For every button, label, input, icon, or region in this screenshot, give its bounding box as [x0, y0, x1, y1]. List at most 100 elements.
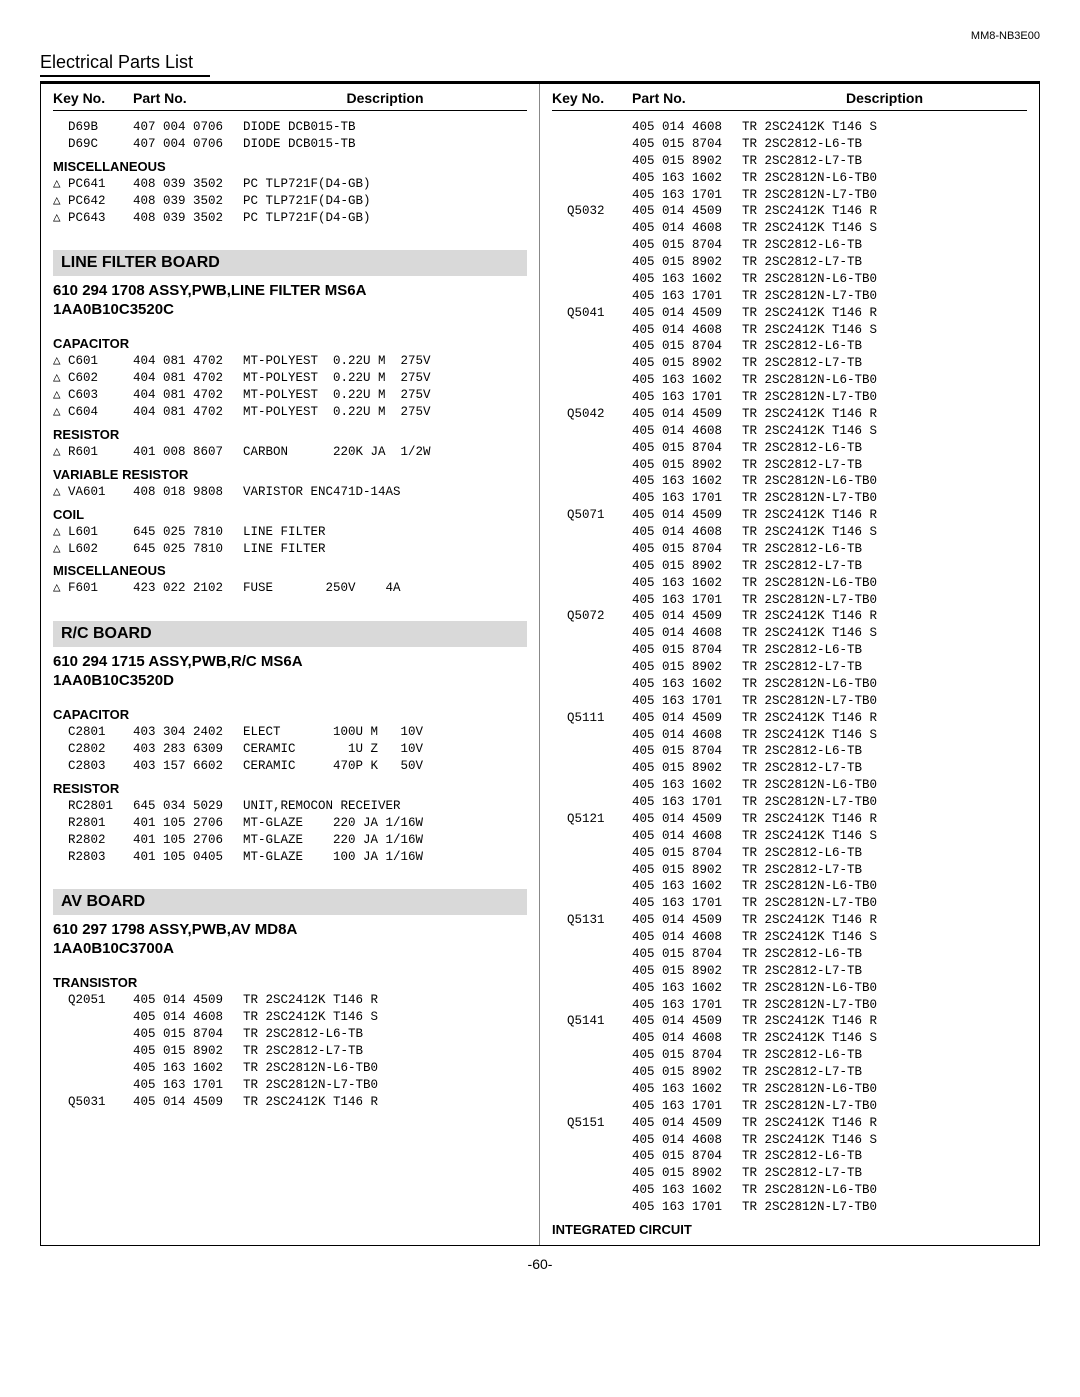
cell-part: 404 081 4702	[133, 387, 243, 404]
cell-key	[552, 1148, 632, 1165]
parts-row: 405 015 8902TR 2SC2812-L7-TB	[552, 1165, 1027, 1182]
cell-part: 405 163 1701	[632, 693, 742, 710]
cell-key	[552, 794, 632, 811]
parts-row: D69B407 004 0706DIODE DCB015-TB	[53, 119, 527, 136]
cell-key	[552, 170, 632, 187]
cell-part: 405 014 4608	[632, 828, 742, 845]
parts-row: 405 163 1602TR 2SC2812N-L6-TB0	[552, 473, 1027, 490]
cell-key	[552, 372, 632, 389]
cell-key	[552, 322, 632, 339]
cell-part: 423 022 2102	[133, 580, 243, 597]
cell-desc: TR 2SC2812-L6-TB	[243, 1026, 527, 1043]
parts-row: 405 015 8902TR 2SC2812-L7-TB	[552, 963, 1027, 980]
parts-row: △ C602404 081 4702MT-POLYEST 0.22U M 275…	[53, 370, 527, 387]
section-subhead: CAPACITOR	[53, 707, 527, 722]
parts-row: 405 163 1701TR 2SC2812N-L7-TB0	[552, 794, 1027, 811]
cell-part: 404 081 4702	[133, 353, 243, 370]
section-subhead: COIL	[53, 507, 527, 522]
cell-key	[552, 1064, 632, 1081]
cell-key	[552, 1132, 632, 1149]
parts-row: 405 015 8704TR 2SC2812-L6-TB	[552, 1047, 1027, 1064]
cell-key	[552, 153, 632, 170]
parts-row: Q5031405 014 4509TR 2SC2412K T146 R	[53, 1094, 527, 1111]
cell-key	[552, 136, 632, 153]
cell-desc: TR 2SC2412K T146 S	[742, 524, 1027, 541]
cell-part: 401 105 2706	[133, 832, 243, 849]
cell-desc: TR 2SC2412K T146 S	[742, 625, 1027, 642]
parts-row: Q5032405 014 4509TR 2SC2412K T146 R	[552, 203, 1027, 220]
cell-desc: TR 2SC2812-L7-TB	[742, 1064, 1027, 1081]
cell-part: 405 015 8902	[632, 457, 742, 474]
cell-key: D69B	[53, 119, 133, 136]
spacer	[53, 865, 527, 875]
parts-row: RC2801645 034 5029UNIT,REMOCON RECEIVER	[53, 798, 527, 815]
hdr-part: Part No.	[133, 90, 243, 106]
cell-part: 408 039 3502	[133, 210, 243, 227]
cell-key: R2802	[53, 832, 133, 849]
assembly-line: 610 294 1715 ASSY,PWB,R/C MS6A	[53, 653, 527, 670]
cell-key: △ R601	[53, 444, 133, 461]
parts-row: 405 015 8704TR 2SC2812-L6-TB	[53, 1026, 527, 1043]
spacer	[53, 226, 527, 236]
parts-row: 405 163 1602TR 2SC2812N-L6-TB0	[552, 676, 1027, 693]
cell-key	[552, 575, 632, 592]
cell-part: 405 163 1701	[632, 490, 742, 507]
cell-key: Q5071	[552, 507, 632, 524]
cell-desc: MT-GLAZE 220 JA 1/16W	[243, 832, 527, 849]
parts-row: 405 014 4608TR 2SC2412K T146 S	[552, 1132, 1027, 1149]
parts-row: 405 015 8704TR 2SC2812-L6-TB	[552, 136, 1027, 153]
cell-part: 405 014 4608	[632, 727, 742, 744]
parts-row: 405 163 1602TR 2SC2812N-L6-TB0	[552, 271, 1027, 288]
cell-desc: DIODE DCB015-TB	[243, 136, 527, 153]
cell-desc: TR 2SC2812N-L7-TB0	[742, 693, 1027, 710]
doc-code: MM8-NB3E00	[40, 30, 1040, 42]
cell-part: 405 015 8902	[632, 1064, 742, 1081]
parts-row: 405 015 8704TR 2SC2812-L6-TB	[552, 338, 1027, 355]
parts-row: △ C601404 081 4702MT-POLYEST 0.22U M 275…	[53, 353, 527, 370]
cell-part: 404 081 4702	[133, 404, 243, 421]
cell-key	[552, 625, 632, 642]
cell-desc: TR 2SC2812-L6-TB	[742, 1148, 1027, 1165]
cell-part: 405 014 4608	[632, 322, 742, 339]
parts-row: 405 014 4608TR 2SC2412K T146 S	[552, 1030, 1027, 1047]
hdr-desc: Description	[742, 90, 1027, 106]
cell-part: 405 014 4608	[632, 220, 742, 237]
cell-part: 405 163 1602	[632, 980, 742, 997]
cell-key: △ PC641	[53, 176, 133, 193]
section-subhead: CAPACITOR	[53, 336, 527, 351]
cell-part: 405 163 1602	[632, 575, 742, 592]
cell-desc: TR 2SC2412K T146 S	[742, 727, 1027, 744]
cell-part: 405 163 1602	[632, 170, 742, 187]
cell-part: 405 015 8902	[632, 659, 742, 676]
parts-row: 405 015 8902TR 2SC2812-L7-TB	[552, 254, 1027, 271]
cell-part: 405 014 4509	[632, 608, 742, 625]
cell-desc: TR 2SC2412K T146 S	[742, 828, 1027, 845]
cell-part: 405 014 4509	[632, 406, 742, 423]
spacer	[53, 959, 527, 969]
cell-key	[552, 727, 632, 744]
cell-part: 405 163 1602	[632, 473, 742, 490]
cell-part: 405 014 4608	[632, 929, 742, 946]
cell-key	[552, 187, 632, 204]
cell-part: 405 014 4509	[133, 992, 243, 1009]
cell-key: R2801	[53, 815, 133, 832]
cell-part: 405 014 4608	[632, 1030, 742, 1047]
cell-key: Q5121	[552, 811, 632, 828]
cell-desc: TR 2SC2812N-L6-TB0	[742, 1081, 1027, 1098]
cell-key: △ PC643	[53, 210, 133, 227]
parts-row: 405 163 1602TR 2SC2812N-L6-TB0	[552, 372, 1027, 389]
parts-row: 405 163 1701TR 2SC2812N-L7-TB0	[552, 997, 1027, 1014]
cell-part: 645 034 5029	[133, 798, 243, 815]
cell-desc: TR 2SC2812N-L7-TB0	[742, 288, 1027, 305]
parts-row: △ VA601408 018 9808VARISTOR ENC471D-14AS	[53, 484, 527, 501]
parts-row: 405 163 1701TR 2SC2812N-L7-TB0	[552, 592, 1027, 609]
section-subhead: MISCELLANEOUS	[53, 159, 527, 174]
cell-desc: MT-POLYEST 0.22U M 275V	[243, 370, 527, 387]
cell-desc: TR 2SC2812N-L6-TB0	[742, 777, 1027, 794]
cell-desc: DIODE DCB015-TB	[243, 119, 527, 136]
cell-desc: CARBON 220K JA 1/2W	[243, 444, 527, 461]
cell-key	[552, 1182, 632, 1199]
parts-row: 405 163 1701TR 2SC2812N-L7-TB0	[552, 1098, 1027, 1115]
cell-desc: FUSE 250V 4A	[243, 580, 527, 597]
cell-part: 405 015 8704	[632, 338, 742, 355]
